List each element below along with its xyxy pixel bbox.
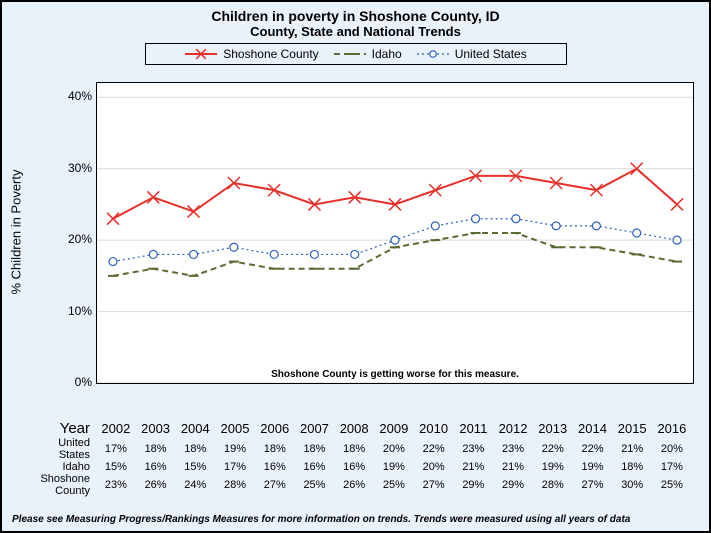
row-label: Shoshone County bbox=[24, 473, 96, 497]
table-cell: 2003 bbox=[136, 421, 176, 436]
table-cell: 23% bbox=[96, 479, 136, 491]
y-tick-label: 40% bbox=[68, 89, 92, 103]
table-year-row: Year200220032004200520062007200820092010… bbox=[24, 420, 694, 437]
table-cell: 18% bbox=[295, 443, 335, 455]
legend-label: United States bbox=[455, 47, 527, 61]
table-cell: 16% bbox=[295, 461, 335, 473]
table-cell: 2007 bbox=[295, 421, 335, 436]
table-cell: 22% bbox=[414, 443, 454, 455]
legend-item-nation: United States bbox=[416, 47, 527, 61]
legend-item-state: Idaho bbox=[333, 47, 402, 61]
y-tick-label: 20% bbox=[68, 232, 92, 246]
table-cell: 20% bbox=[374, 443, 414, 455]
table-cell: 21% bbox=[612, 443, 652, 455]
table-cell: 27% bbox=[573, 479, 613, 491]
table-cell: 18% bbox=[334, 443, 374, 455]
table-cell: 2015 bbox=[612, 421, 652, 436]
chart-title: Children in poverty in Shoshone County, … bbox=[2, 8, 709, 24]
table-cell: 17% bbox=[652, 461, 692, 473]
row-label: Idaho bbox=[24, 461, 96, 473]
legend-swatch-state bbox=[333, 48, 367, 60]
table-cell: 30% bbox=[612, 479, 652, 491]
table-cell: 24% bbox=[175, 479, 215, 491]
table-cell: 2004 bbox=[175, 421, 215, 436]
table-cell: 28% bbox=[533, 479, 573, 491]
table-cell: 2006 bbox=[255, 421, 295, 436]
table-cell: 29% bbox=[453, 479, 493, 491]
footnote: Please see Measuring Progress/Rankings M… bbox=[12, 514, 630, 525]
table-cell: 25% bbox=[652, 479, 692, 491]
table-cell: 18% bbox=[136, 443, 176, 455]
table-cell: 19% bbox=[374, 461, 414, 473]
table-cell: 25% bbox=[295, 479, 335, 491]
table-cell: 2002 bbox=[96, 421, 136, 436]
y-tick-label: 0% bbox=[75, 375, 92, 389]
table-cell: 19% bbox=[215, 443, 255, 455]
legend-swatch-county bbox=[184, 48, 218, 60]
table-cell: 2014 bbox=[573, 421, 613, 436]
table-cell: 16% bbox=[255, 461, 295, 473]
table-cell: 2008 bbox=[334, 421, 374, 436]
table-cell: 2005 bbox=[215, 421, 255, 436]
table-cell: 17% bbox=[96, 443, 136, 455]
table-cell: 2012 bbox=[493, 421, 533, 436]
legend-label: Idaho bbox=[372, 47, 402, 61]
table-cell: 19% bbox=[573, 461, 613, 473]
table-cell: 29% bbox=[493, 479, 533, 491]
y-tick-label: 10% bbox=[68, 304, 92, 318]
legend-item-county: Shoshone County bbox=[184, 47, 318, 61]
table-cell: 17% bbox=[215, 461, 255, 473]
table-row: United States17%18%18%19%18%18%18%20%22%… bbox=[24, 437, 694, 461]
table-cell: 18% bbox=[255, 443, 295, 455]
table-cell: 26% bbox=[136, 479, 176, 491]
table-cell: 25% bbox=[374, 479, 414, 491]
table-cell: 18% bbox=[612, 461, 652, 473]
table-cell: 26% bbox=[334, 479, 374, 491]
plot-note: Shoshone County is getting worse for thi… bbox=[97, 369, 693, 380]
data-table: Year200220032004200520062007200820092010… bbox=[24, 420, 694, 497]
chart-subtitle: County, State and National Trends bbox=[2, 24, 709, 39]
legend: Shoshone County Idaho United States bbox=[145, 43, 567, 65]
table-cell: 15% bbox=[175, 461, 215, 473]
table-cell: 15% bbox=[96, 461, 136, 473]
table-cell: 2016 bbox=[652, 421, 692, 436]
table-cell: 21% bbox=[493, 461, 533, 473]
table-cell: 2009 bbox=[374, 421, 414, 436]
table-row: Idaho15%16%15%17%16%16%16%19%20%21%21%19… bbox=[24, 461, 694, 473]
table-cell: 23% bbox=[493, 443, 533, 455]
table-row: Shoshone County23%26%24%28%27%25%26%25%2… bbox=[24, 473, 694, 497]
chart-container: Children in poverty in Shoshone County, … bbox=[0, 0, 711, 533]
table-cell: 20% bbox=[652, 443, 692, 455]
chart-svg bbox=[97, 83, 693, 383]
table-cell: 19% bbox=[533, 461, 573, 473]
table-cell: 22% bbox=[573, 443, 613, 455]
legend-swatch-nation bbox=[416, 48, 450, 60]
table-cell: 21% bbox=[453, 461, 493, 473]
table-cell: 27% bbox=[255, 479, 295, 491]
table-cell: 2010 bbox=[414, 421, 454, 436]
table-cell: 2013 bbox=[533, 421, 573, 436]
plot-area: Shoshone County is getting worse for thi… bbox=[96, 82, 694, 384]
table-cell: 27% bbox=[414, 479, 454, 491]
table-cell: 2011 bbox=[453, 421, 493, 436]
table-cell: 16% bbox=[334, 461, 374, 473]
table-cell: 22% bbox=[533, 443, 573, 455]
y-axis-label: % Children in Poverty bbox=[9, 170, 24, 295]
row-label: Year bbox=[24, 420, 96, 437]
row-label: United States bbox=[24, 437, 96, 461]
table-cell: 18% bbox=[175, 443, 215, 455]
table-cell: 23% bbox=[453, 443, 493, 455]
legend-label: Shoshone County bbox=[223, 47, 318, 61]
y-tick-label: 30% bbox=[68, 161, 92, 175]
plot-wrap: % Children in Poverty 0%10%20%30%40% Sho… bbox=[24, 82, 694, 412]
table-cell: 16% bbox=[136, 461, 176, 473]
table-cell: 20% bbox=[414, 461, 454, 473]
table-cell: 28% bbox=[215, 479, 255, 491]
